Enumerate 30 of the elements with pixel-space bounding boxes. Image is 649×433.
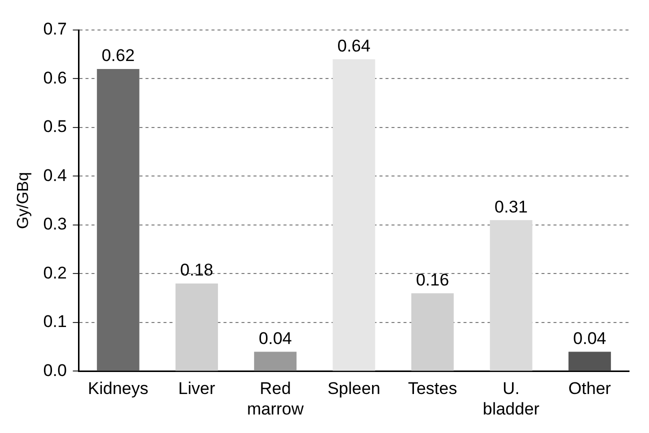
- y-tick-label: 0.7: [43, 20, 67, 39]
- bar: [176, 283, 218, 371]
- y-tick-label: 0.4: [43, 166, 67, 185]
- bar: [411, 293, 454, 371]
- bar: [568, 352, 611, 371]
- y-tick-label: 0.3: [43, 214, 67, 234]
- y-tick-label: 0.6: [43, 68, 67, 88]
- x-tick-label: Kidneys: [88, 379, 148, 398]
- y-tick-label: 0.1: [43, 312, 67, 332]
- data-label: 0.16: [416, 270, 450, 290]
- x-tick-label: Other: [568, 379, 612, 398]
- data-label: 0.04: [258, 328, 292, 348]
- data-label: 0.18: [180, 260, 214, 280]
- y-tick-label: 0.5: [43, 117, 67, 136]
- y-tick-label: 0.0: [43, 360, 67, 380]
- data-label: 0.31: [494, 197, 528, 216]
- bar: [490, 220, 532, 371]
- bar: [332, 59, 376, 371]
- y-tick-label: 0.2: [43, 263, 67, 282]
- bar: [96, 68, 140, 371]
- x-tick-label: Testes: [408, 379, 458, 398]
- x-tick-label: Red marrow: [246, 379, 304, 418]
- data-label: 0.62: [102, 46, 135, 66]
- data-label: 0.64: [337, 36, 370, 56]
- x-tick-label: U. bladder: [482, 379, 540, 418]
- bar: [254, 352, 297, 371]
- y-axis-title: Gy/GBq: [15, 172, 32, 230]
- x-tick-label: Liver: [178, 379, 216, 398]
- data-label: 0.04: [573, 328, 606, 348]
- x-tick-label: Spleen: [327, 379, 380, 398]
